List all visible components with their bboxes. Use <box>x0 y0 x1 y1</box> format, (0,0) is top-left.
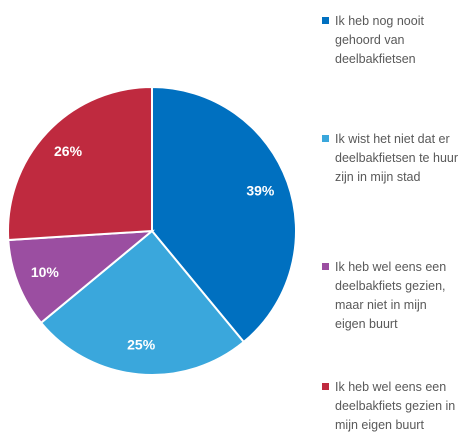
pie-slice <box>7 229 156 325</box>
data-label: 10% <box>31 264 60 280</box>
data-label: 26% <box>54 143 83 159</box>
data-label: 25% <box>127 336 156 352</box>
pie-slice <box>39 229 246 376</box>
legend-swatch <box>322 383 329 390</box>
legend-swatch <box>322 263 329 270</box>
legend-label: Ik heb nog nooit gehoord van deelbakfiet… <box>335 14 424 66</box>
legend-label: Ik heb wel eens een deelbakfiets gezien,… <box>335 260 447 331</box>
legend-label: Ik wist het niet dat er deelbakfietsen t… <box>335 132 459 184</box>
legend-swatch <box>322 17 329 24</box>
legend-swatch <box>322 135 329 142</box>
legend-label: Ik heb wel eens een deelbakfiets gezien … <box>335 380 456 432</box>
pie-slice <box>151 85 297 344</box>
pie-slice <box>7 85 153 242</box>
legend-item: Ik wist het niet dat er deelbakfietsen t… <box>322 130 460 187</box>
legend-item: Ik heb wel eens een deelbakfiets gezien … <box>322 378 460 432</box>
data-label: 39% <box>246 183 275 199</box>
legend-item: Ik heb nog nooit gehoord van deelbakfiet… <box>322 12 460 69</box>
legend-item: Ik heb wel eens een deelbakfiets gezien,… <box>322 258 460 334</box>
